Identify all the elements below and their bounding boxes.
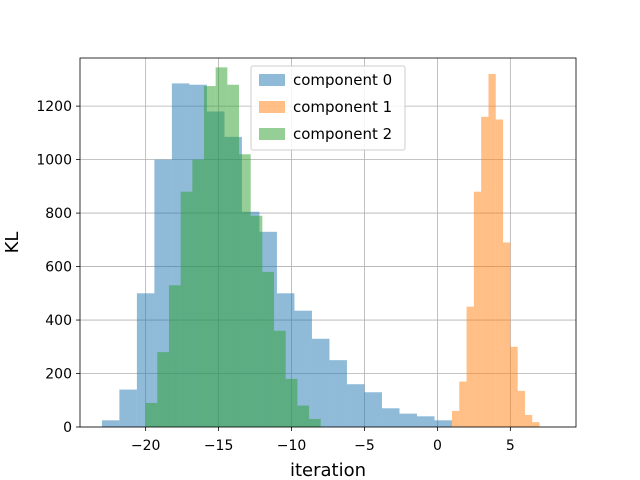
histogram-bar [101,420,120,427]
y-tick-label: 800 [45,206,72,222]
legend-swatch [259,74,285,86]
histogram-bar [262,271,275,427]
histogram-bar [466,306,474,427]
y-tick-label: 1000 [36,153,72,169]
histogram-bar [364,392,382,427]
histogram-bar [157,352,169,427]
histogram-bar [192,159,204,427]
histogram-bar [459,381,467,427]
plot-area-frame [79,57,577,428]
legend-swatch [259,128,285,140]
histogram-bar [329,360,347,427]
x-tick-label: 0 [433,438,442,454]
x-tick-label: 5 [506,438,515,454]
histogram-bar [488,74,496,427]
histogram-bar [473,191,482,427]
histogram-bar [274,330,286,427]
histogram-bar [145,402,158,427]
histogram-bar [309,418,321,427]
histogram-bar [416,416,435,427]
histogram-bar [517,390,525,427]
histogram-bar [168,285,181,427]
histogram-bar [532,422,540,427]
histogram-bar [285,378,298,427]
series-1-bars [452,74,540,428]
legend-label: component 1 [293,98,392,116]
histogram-bar [434,420,452,427]
y-tick-label: 1200 [36,99,72,115]
x-tick-label: −20 [131,438,161,454]
histogram-bar [381,408,400,427]
histogram-bar [227,84,240,427]
histogram-bar [346,384,365,427]
histogram-bar [294,310,312,427]
histogram-bar [239,154,251,427]
histogram-bars [101,67,540,428]
histogram-bar [297,405,310,427]
legend-box [250,65,406,151]
legend-label: component 0 [293,71,392,89]
x-axis-label: iteration [290,460,366,480]
y-axis-label: KL [2,232,23,254]
histogram-bar [180,191,193,427]
series-2-bars [145,67,321,428]
y-tick-label: 600 [45,260,72,276]
histogram-bar [399,413,417,427]
axis-ticks: −20 −15 −10 −5 0 5 0 200 400 600 800 1000 1200 [36,99,514,454]
histogram-bar [481,116,489,428]
histogram-bar [215,67,228,427]
x-tick-label: −5 [354,438,375,454]
histogram-bar [524,414,533,427]
y-tick-label: 400 [45,313,72,329]
x-tick-label: −10 [277,438,307,454]
histogram-bar [119,389,137,427]
histogram-bar [204,86,216,428]
legend-label: component 2 [293,125,392,143]
legend-swatch [259,101,285,113]
histogram-bar [510,346,518,427]
histogram-bar [495,119,504,427]
y-tick-label: 0 [63,420,72,436]
histogram-bar [250,215,263,427]
histogram-bar [311,338,330,427]
y-tick-label: 200 [45,367,72,383]
x-tick-label: −15 [204,438,234,454]
histogram-bar [503,242,511,427]
histogram-bar [136,293,155,427]
histogram-bar [452,410,460,427]
legend: component 0 component 1 component 2 [250,65,406,151]
